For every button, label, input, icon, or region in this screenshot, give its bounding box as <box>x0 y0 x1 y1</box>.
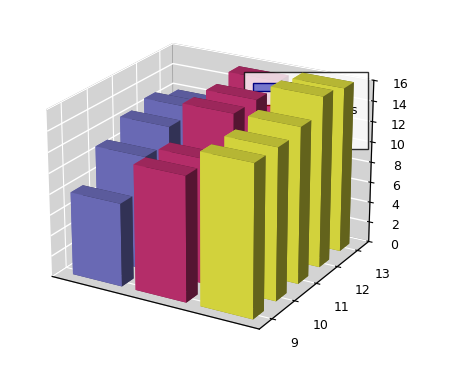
Legend: Bottom, Bot.+stones, Middle: Bottom, Bot.+stones, Middle <box>244 72 368 149</box>
